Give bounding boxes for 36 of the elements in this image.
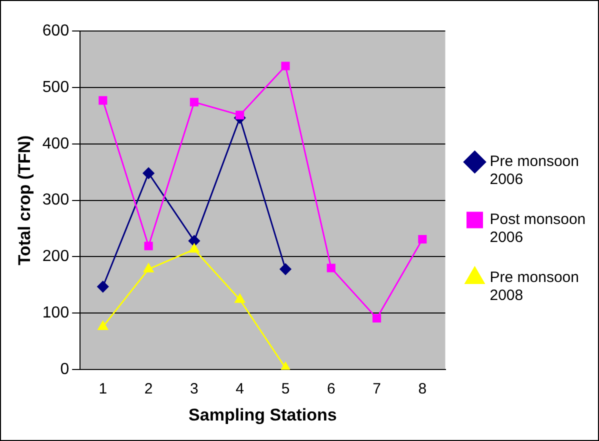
- point: [372, 314, 382, 323]
- x-axis-title: Sampling Stations: [188, 405, 337, 424]
- point: [236, 110, 244, 120]
- x-tick-label: 4: [236, 380, 244, 398]
- point: [281, 62, 290, 70]
- y-tick-label: 300: [42, 192, 70, 209]
- y-tick-label: 500: [42, 78, 70, 96]
- legend-label: Post monsoon 2006: [490, 211, 586, 246]
- x-tick-label: 2: [144, 380, 153, 398]
- point: [143, 263, 154, 272]
- x-tick-label: 7: [372, 380, 381, 398]
- y-tick-label: 400: [42, 135, 70, 152]
- y-axis-title: Total crop (TFN): [14, 135, 34, 266]
- y-tick-label: 600: [42, 22, 70, 40]
- x-tick-label: 8: [418, 380, 427, 398]
- x-tick-label: 6: [326, 380, 336, 398]
- point: [98, 320, 108, 330]
- x-tick-label: 1: [98, 380, 108, 398]
- y-tick-label: 100: [42, 304, 70, 322]
- point: [326, 264, 336, 272]
- y-tick-label: 0: [60, 361, 70, 378]
- x-tick-label: 5: [281, 380, 290, 398]
- y-tick-label: 200: [42, 248, 70, 266]
- x-tick-label: 3: [190, 380, 198, 398]
- point: [98, 96, 108, 105]
- legend-label: Pre monsoon 2008: [490, 269, 579, 304]
- point: [142, 167, 154, 179]
- point: [144, 242, 153, 250]
- point: [280, 263, 292, 275]
- point: [97, 280, 109, 292]
- point: [189, 244, 200, 253]
- point: [234, 294, 245, 303]
- legend-label: Pre monsoon 2006: [490, 153, 579, 188]
- point: [188, 235, 200, 247]
- point: [190, 98, 198, 106]
- point: [418, 234, 427, 244]
